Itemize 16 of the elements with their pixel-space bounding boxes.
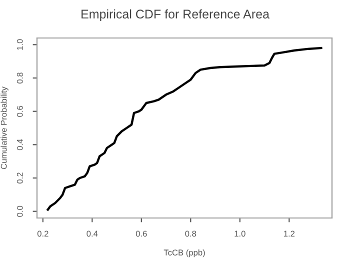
x-tick-label: 0.2 bbox=[37, 230, 48, 237]
chart-title: Empirical CDF for Reference Area bbox=[82, 9, 270, 21]
y-tick-label: 1.0 bbox=[16, 39, 23, 50]
y-tick-label: 0.2 bbox=[16, 172, 23, 184]
x-axis-title: TcCB (ppb) bbox=[164, 249, 205, 258]
y-tick-label: 0.0 bbox=[16, 206, 23, 217]
x-tick-label: 0.4 bbox=[86, 230, 98, 237]
line-series bbox=[46, 46, 322, 211]
x-tick-label: 0.8 bbox=[185, 230, 196, 237]
y-axis-title: Cumulative Probability bbox=[0, 86, 8, 170]
x-tick-label: 1.2 bbox=[284, 230, 295, 237]
y-tick-label: 0.8 bbox=[16, 72, 23, 84]
y-tick-label: 0.6 bbox=[16, 106, 23, 117]
x-tick-label: 0.6 bbox=[136, 230, 147, 237]
x-tick-label: 1.0 bbox=[234, 230, 246, 237]
y-tick-label: 0.4 bbox=[16, 139, 23, 150]
